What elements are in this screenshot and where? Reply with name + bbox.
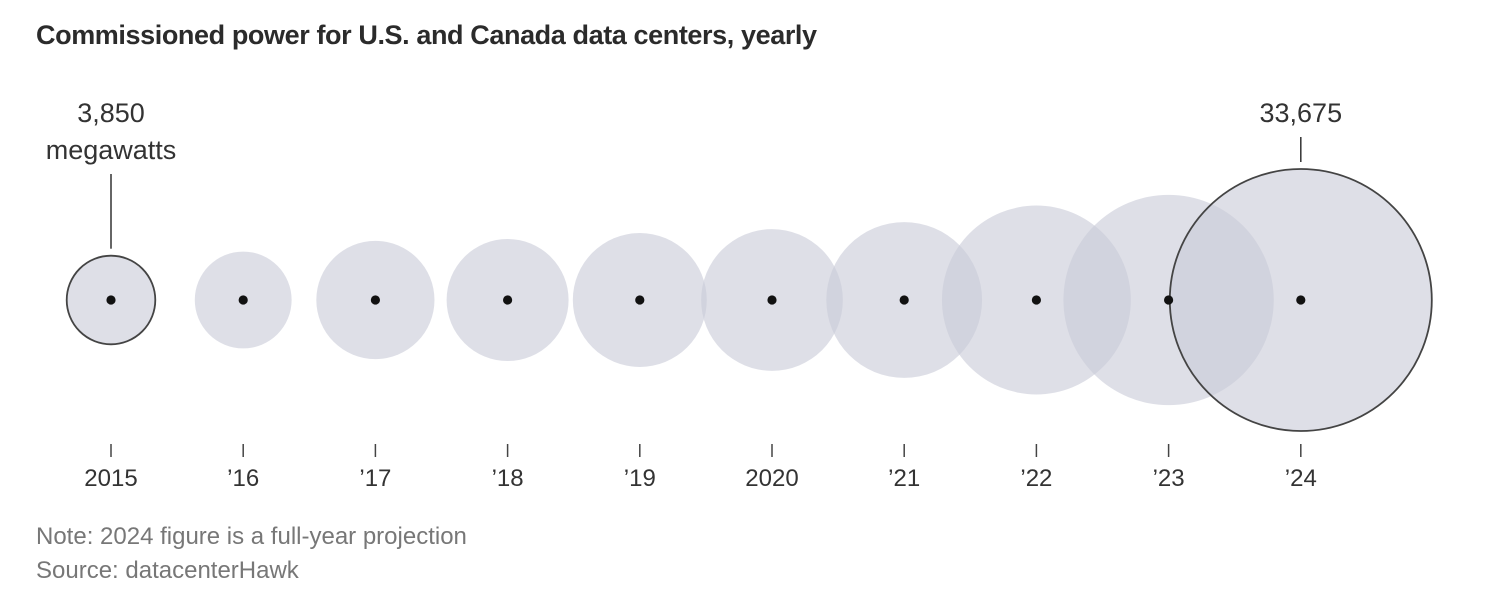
x-tick-label-5: 2020 <box>745 465 798 492</box>
center-dot-0 <box>106 295 116 305</box>
annotation-1-line-0: 33,675 <box>1260 98 1343 128</box>
x-axis: 2015 ’16 ’17 ’18 ’19 2020 ’21 ’22 ’23 ’24 <box>84 444 1317 492</box>
x-tick-label-1: ’16 <box>227 465 259 492</box>
x-tick-label-3: ’18 <box>492 465 524 492</box>
footnote: Note: 2024 figure is a full-year project… <box>36 523 467 550</box>
chart-title: Commissioned power for U.S. and Canada d… <box>36 20 817 50</box>
x-tick-label-0: 2015 <box>84 465 137 492</box>
x-tick-label-7: ’22 <box>1020 465 1052 492</box>
center-dot-6 <box>899 295 909 305</box>
x-tick-label-6: ’21 <box>888 465 920 492</box>
center-dot-3 <box>503 295 513 305</box>
center-dot-7 <box>1031 295 1041 305</box>
x-tick-label-8: ’23 <box>1153 465 1185 492</box>
bubbles-layer <box>65 168 1433 432</box>
annotations-layer: 3,850 megawatts 33,675 <box>46 98 1342 249</box>
x-tick-label-2: ’17 <box>359 465 391 492</box>
source-line: Source: datacenterHawk <box>36 557 299 584</box>
center-dots-layer <box>106 295 1306 305</box>
center-dot-1 <box>238 295 248 305</box>
x-tick-label-4: ’19 <box>624 465 656 492</box>
x-tick-label-9: ’24 <box>1285 465 1317 492</box>
annotation-0-line-0: 3,850 <box>77 98 145 128</box>
center-dot-8 <box>1164 295 1174 305</box>
annotation-0-line-1: megawatts <box>46 135 177 165</box>
center-dot-4 <box>635 295 645 305</box>
center-dot-9 <box>1296 295 1306 305</box>
center-dot-2 <box>370 295 380 305</box>
center-dot-5 <box>767 295 777 305</box>
